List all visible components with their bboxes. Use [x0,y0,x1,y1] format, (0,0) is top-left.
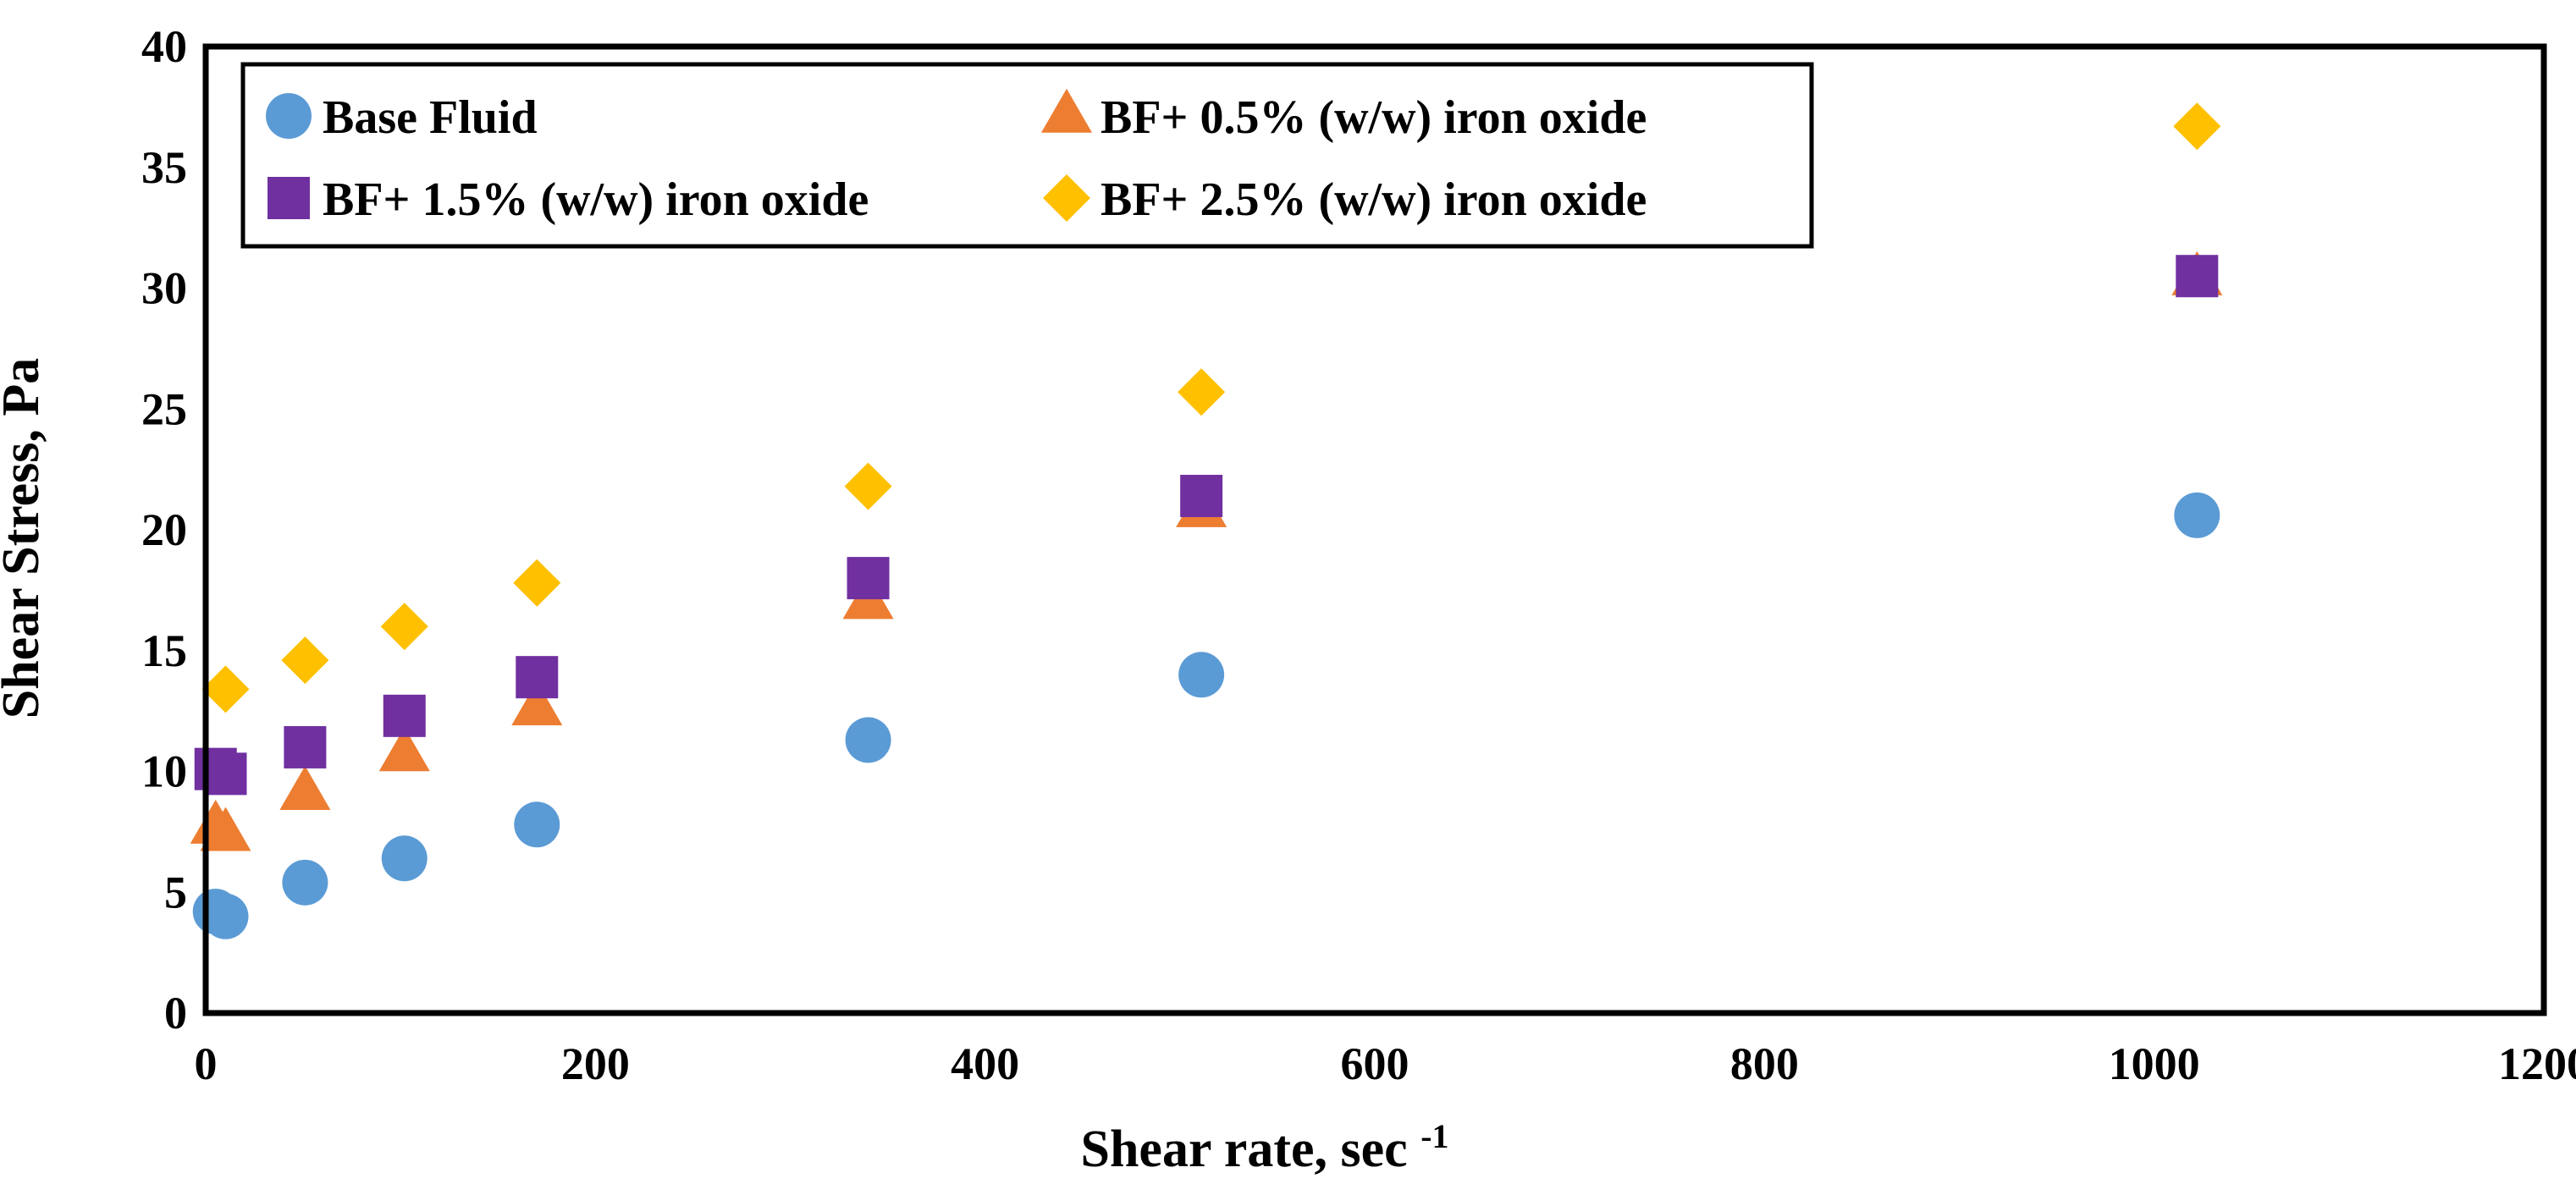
legend-label: BF+ 0.5% (w/w) iron oxide [1100,91,1647,144]
legend-marker [1041,88,1092,133]
x-tick-label: 600 [1341,1038,1409,1089]
y-tick-label: 20 [141,504,187,555]
legend: Base Fluid BF+ 0.5% (w/w) iron oxide BF+ 1… [240,62,1814,249]
data-point [1178,368,1226,416]
data-point [201,665,250,713]
data-point [2174,492,2220,538]
plot-area-frame [202,43,2547,1016]
y-tick-label: 15 [141,625,187,676]
data-point [202,893,249,939]
x-axis-title: Shear rate, sec -1 [1080,1117,1448,1179]
legend-label: BF+ 1.5% (w/w) iron oxide [323,173,869,226]
y-tick-label: 5 [164,867,187,917]
legend-label: BF+ 2.5% (w/w) iron oxide [1100,173,1647,226]
data-point [279,765,331,810]
data-point [516,656,559,699]
data-point [281,636,329,685]
data-point [284,725,327,768]
x-tick-label: 200 [561,1038,630,1089]
legend-marker [268,177,310,219]
series-2 [194,255,2219,796]
axis-ticks: 0510152025303540020040060080010001200 [141,21,2576,1089]
x-tick-label: 800 [1730,1038,1799,1089]
legend-entry: BF+ 1.5% (w/w) iron oxide [268,173,869,226]
series-0 [192,492,2220,939]
data-point [844,462,892,510]
legend-entry: BF+ 0.5% (w/w) iron oxide [1041,88,1647,144]
data-point [383,694,426,737]
legend-entry: Base Fluid [266,91,538,144]
y-tick-label: 0 [164,988,187,1038]
legend-box [240,62,1814,249]
data-point [514,801,560,848]
y-tick-label: 10 [141,746,187,797]
series-3 [201,102,2221,713]
x-axis-title-main: Shear rate, sec [1080,1121,1407,1178]
y-tick-label: 35 [141,142,187,193]
data-point [200,807,251,851]
data-point [845,717,891,763]
legend-entry: BF+ 2.5% (w/w) iron oxide [1043,173,1647,226]
data-marks [190,102,2223,939]
y-axis-title: Shear Stress, Pa [0,358,50,719]
y-tick-label: 30 [141,263,187,314]
data-point [381,835,427,882]
data-point [511,681,563,726]
data-point [282,859,328,906]
x-tick-label: 1000 [2109,1038,2200,1089]
x-tick-label: 400 [951,1038,1019,1089]
data-point [378,727,430,772]
data-point [2176,255,2219,298]
x-tick-label: 0 [195,1038,218,1089]
y-tick-label: 25 [141,383,187,434]
data-point [847,557,890,600]
legend-label: Base Fluid [323,91,538,144]
legend-marker [266,93,312,139]
x-axis-title-superscript: -1 [1420,1117,1448,1155]
data-point [380,603,428,651]
data-point [1180,475,1223,518]
data-point [513,559,561,607]
x-tick-label: 1200 [2498,1038,2576,1089]
data-point [204,752,247,796]
data-point [2173,102,2221,151]
y-tick-label: 40 [141,21,187,72]
legend-marker [1043,174,1090,222]
data-point [1178,652,1225,698]
